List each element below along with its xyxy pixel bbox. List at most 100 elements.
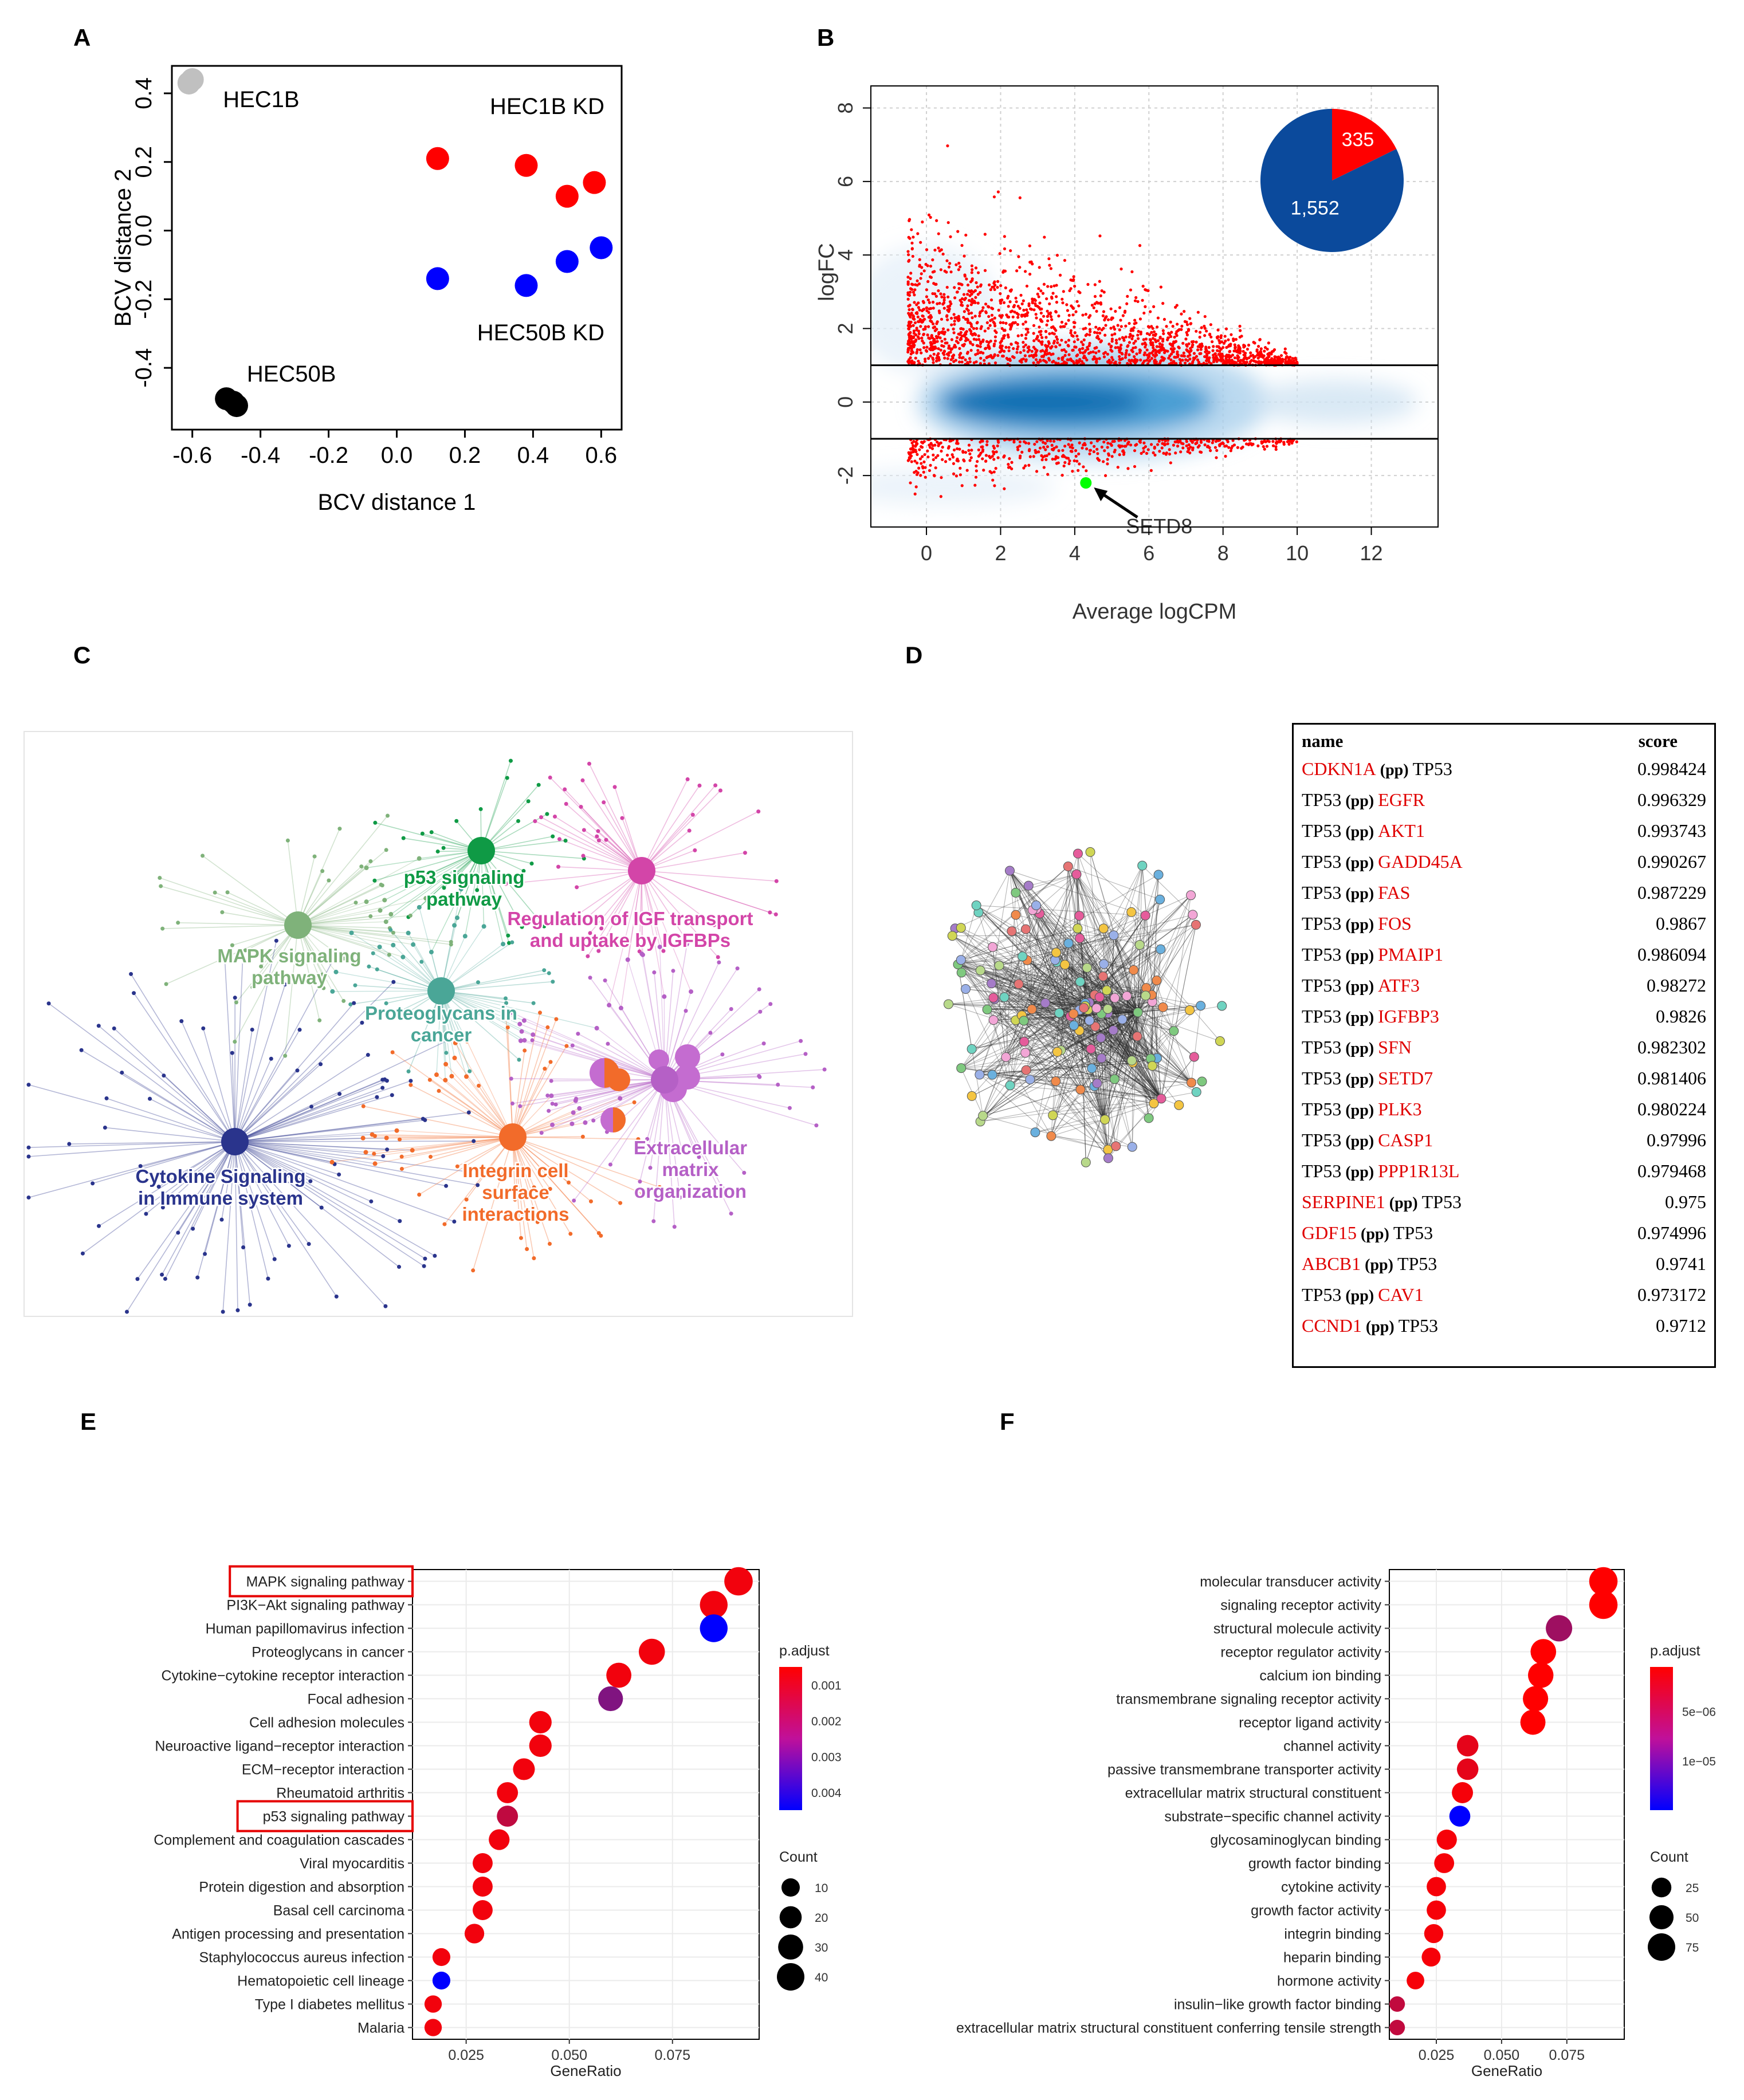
de-gene-point (978, 314, 981, 318)
de-gene-point (1142, 311, 1146, 315)
de-gene-point (1231, 445, 1234, 448)
de-gene-point (1162, 451, 1165, 455)
edge (481, 850, 523, 927)
de-gene-point (1091, 350, 1095, 353)
de-gene-point (937, 347, 940, 351)
de-gene-point (979, 351, 983, 354)
edge (234, 1141, 435, 1256)
protein-node (1122, 991, 1132, 1001)
de-gene-point (1073, 340, 1076, 344)
gene-node (645, 1136, 650, 1141)
de-gene-point (993, 484, 996, 487)
edge (372, 1134, 513, 1138)
de-gene-point (953, 319, 956, 323)
de-gene-point (1014, 296, 1018, 300)
de-gene-point (1047, 257, 1051, 261)
de-gene-point (1249, 351, 1252, 355)
protein-node (947, 931, 957, 941)
de-gene-point (983, 359, 986, 362)
gene-node (761, 1041, 766, 1046)
gene-node (564, 1044, 569, 1048)
de-gene-point (1283, 347, 1287, 351)
legend-color-tick-label: 0.001 (811, 1679, 842, 1692)
shared-node (675, 1064, 700, 1090)
de-gene-point (977, 454, 980, 458)
gene-node (553, 815, 557, 819)
edge (234, 957, 243, 1142)
de-gene-point (913, 293, 916, 297)
de-gene-point (1238, 348, 1241, 352)
de-gene-point (1289, 356, 1292, 359)
gene-node (521, 1018, 527, 1023)
edge (234, 1130, 397, 1142)
de-gene-point (1010, 288, 1013, 292)
gene-node (638, 1179, 642, 1184)
de-gene-point (922, 460, 926, 463)
de-gene-point (1047, 341, 1051, 345)
ppi-edge (1085, 1004, 1162, 1099)
table-row: TP53 (pp) PLK3 0.980224 (1302, 1094, 1706, 1124)
category-label: Type I diabetes mellitus (255, 1997, 404, 2013)
ppi-edge (1067, 866, 1138, 1013)
group-annotation: HEC50B KD (477, 320, 604, 345)
ppi-edge (1161, 1056, 1195, 1099)
de-gene-point (922, 332, 925, 336)
gene-node (716, 955, 720, 959)
gene-node (547, 971, 551, 976)
de-gene-point (1166, 442, 1169, 446)
ppi-edge (1103, 964, 1134, 970)
de-gene-point (1168, 354, 1172, 357)
de-gene-point (969, 329, 973, 333)
ppi-edge (1103, 964, 1133, 1063)
ppi-edge (952, 935, 1114, 937)
gene-node (164, 982, 168, 986)
de-gene-point (1114, 339, 1118, 342)
term-dot (1589, 1567, 1618, 1596)
de-gene-point (966, 304, 969, 308)
gene-node (545, 1093, 550, 1098)
ppi-edge (979, 899, 1161, 1075)
gene-node (464, 878, 468, 882)
ppi-edge (1051, 866, 1069, 1136)
ppi-edge (1085, 1004, 1154, 1104)
protein-node (1090, 1021, 1101, 1032)
de-gene-point (940, 476, 943, 479)
ppi-edge (991, 983, 1138, 1013)
de-gene-point (1197, 444, 1201, 447)
de-gene-point (1152, 333, 1155, 337)
gene-node (156, 1185, 161, 1189)
term-dot (529, 1710, 552, 1734)
interaction-type: (pp) (1341, 1132, 1378, 1150)
de-gene-point (964, 451, 968, 454)
de-gene-point (971, 268, 974, 272)
de-gene-point (975, 469, 978, 473)
edge (181, 1021, 235, 1142)
gene-node (297, 1028, 302, 1032)
gene-node (510, 1101, 514, 1106)
ppi-edge (958, 964, 999, 966)
gene-node (112, 1026, 116, 1031)
de-gene-point (994, 467, 997, 470)
gene-node (26, 1083, 31, 1087)
de-gene-point (1240, 335, 1243, 338)
de-gene-point (1271, 440, 1275, 443)
protein-node (1117, 1014, 1128, 1025)
de-gene-point (985, 443, 989, 447)
de-gene-point (1098, 280, 1101, 283)
ppi-edge (952, 935, 1090, 1003)
de-gene-point (1055, 295, 1058, 298)
interaction-name: TP53 (pp) ATF3 (1302, 970, 1420, 1001)
ppi-edge (1103, 928, 1138, 1013)
gene-node (385, 1147, 390, 1152)
density-lower (871, 468, 1056, 505)
x-tick-label: -0.4 (241, 443, 280, 468)
de-gene-point (1008, 457, 1011, 461)
interaction-type: (pp) (1341, 1040, 1378, 1057)
gene-node (602, 800, 606, 805)
gene-node (505, 1025, 510, 1030)
de-gene-point (1081, 343, 1085, 347)
de-gene-point (920, 272, 923, 276)
gene-node (519, 1029, 524, 1034)
gene-node (396, 1265, 401, 1269)
de-gene-point (1138, 244, 1142, 247)
